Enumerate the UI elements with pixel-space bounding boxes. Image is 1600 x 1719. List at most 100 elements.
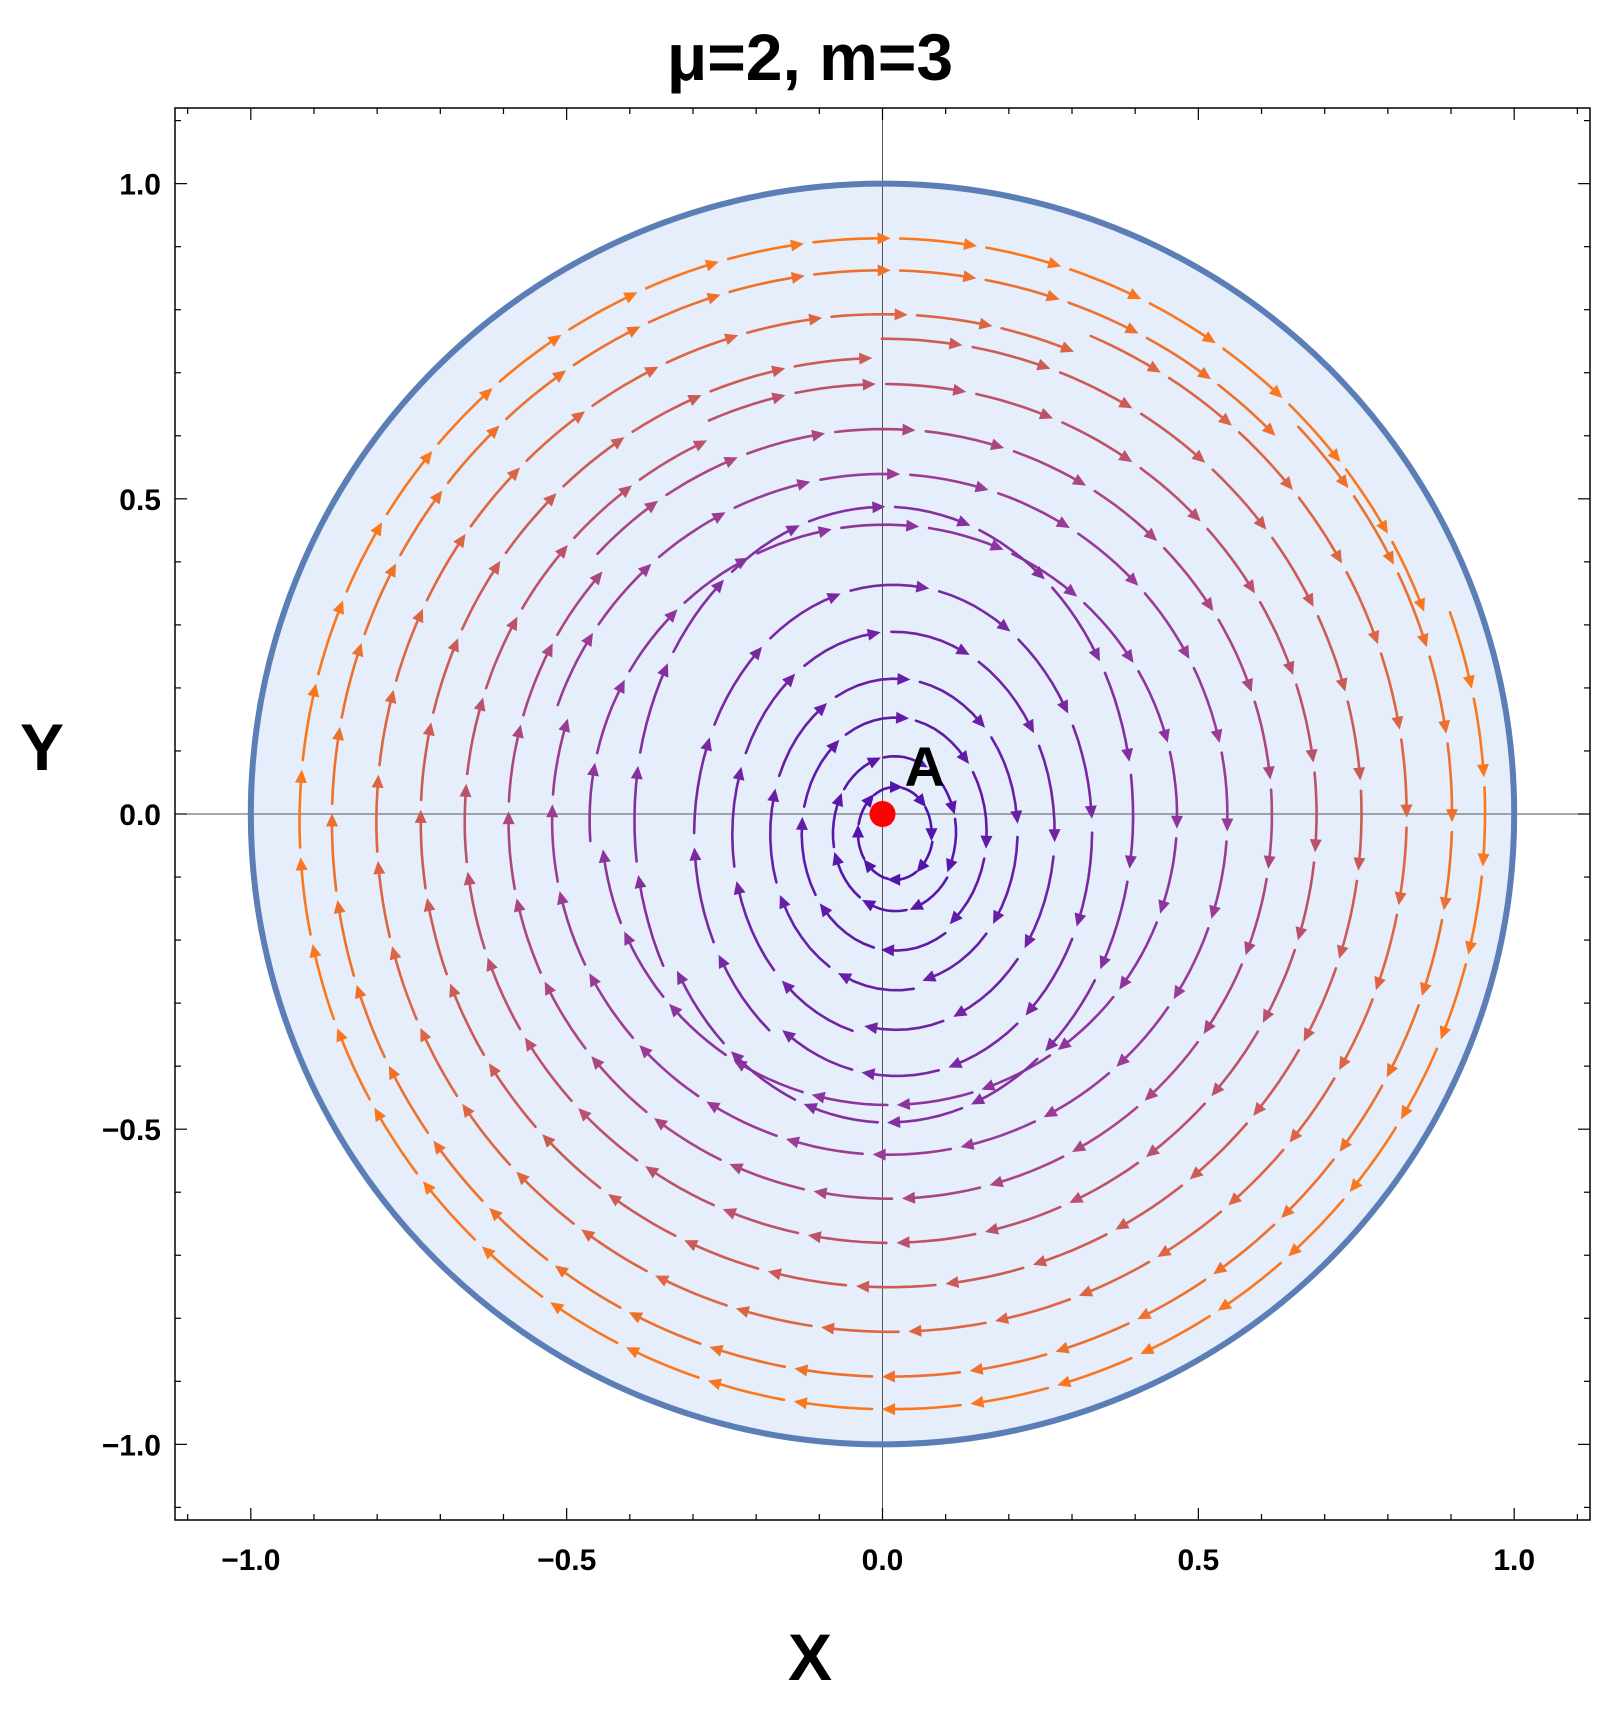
streamline-arrow: [1241, 677, 1253, 693]
streamline-segment: [419, 726, 432, 802]
streamline-segment: [784, 983, 854, 1033]
streamline-arrow: [901, 1191, 916, 1204]
streamline-arrow: [969, 1362, 984, 1375]
streamline-segment: [819, 472, 896, 481]
streamline-arrow: [692, 440, 708, 452]
streamline-arrow: [644, 366, 659, 379]
streamline-segment: [1441, 963, 1468, 1036]
streamline-segment: [1472, 697, 1485, 773]
streamline: [546, 467, 1234, 1161]
streamline-arrow: [993, 909, 1005, 925]
streamline-segment: [1216, 1223, 1276, 1273]
streamline-segment: [1093, 489, 1154, 539]
streamline-arrow: [733, 881, 746, 896]
streamline-segment: [588, 767, 596, 843]
streamline-segment: [769, 594, 837, 640]
streamline-arrow: [861, 1068, 876, 1081]
streamline-arrow: [1465, 940, 1477, 955]
streamline-arrow: [948, 337, 963, 350]
streamline-arrow: [974, 480, 989, 493]
streamline-segment: [1231, 1148, 1285, 1203]
streamline-segment: [1017, 638, 1067, 710]
streamline-arrow: [767, 1268, 782, 1281]
streamline-segment: [746, 433, 821, 455]
streamline-segment: [825, 1326, 900, 1334]
streamline: [459, 378, 1322, 1249]
streamline-arrow: [1281, 1204, 1295, 1219]
streamline-segment: [720, 958, 771, 1032]
streamline-arrow: [1382, 550, 1394, 565]
y-tick-label: 0.5: [119, 484, 161, 517]
streamline-segment: [1026, 855, 1055, 945]
streamline-segment: [794, 383, 872, 395]
streamline-arrow: [1282, 660, 1295, 675]
streamline-segment: [659, 1276, 728, 1307]
streamline-arrow: [970, 1395, 985, 1408]
streamline-arrow: [866, 757, 881, 769]
streamline-segment: [1316, 614, 1345, 688]
streamline-segment: [1400, 738, 1408, 813]
streamline-arrow: [374, 1107, 387, 1123]
streamline-segment: [1446, 742, 1454, 818]
streamline-segment: [1339, 879, 1359, 955]
streamline-arrow: [795, 816, 808, 831]
streamline-arrow: [1253, 1101, 1267, 1116]
y-axis-title: Y: [20, 710, 64, 784]
streamline-arrow: [1191, 449, 1206, 463]
streamline-segment: [1139, 466, 1198, 519]
streamline-arrow: [502, 811, 515, 825]
streamline-arrow: [782, 1030, 797, 1043]
streamline-arrow: [1213, 1261, 1228, 1275]
streamline-segment: [886, 1371, 962, 1378]
streamline-segment: [301, 688, 317, 762]
streamline-segment: [1396, 572, 1427, 643]
streamline-segment: [1139, 412, 1202, 461]
streamline-arrow: [881, 944, 895, 957]
streamline-arrow: [557, 891, 569, 906]
streamline-segment: [505, 372, 563, 421]
streamline-segment: [693, 852, 715, 944]
streamline-segment: [1291, 1077, 1336, 1140]
streamline-arrow: [1376, 519, 1388, 534]
streamline-arrow: [1074, 912, 1087, 927]
streamline-arrow: [771, 365, 786, 378]
streamline-segment: [726, 243, 800, 261]
streamline-segment: [834, 856, 861, 899]
streamline-arrow: [989, 438, 1005, 451]
streamline-arrow: [1043, 1105, 1059, 1118]
streamline-arrow: [989, 539, 1004, 551]
streamline-arrow: [309, 944, 322, 959]
y-tick-label: −0.5: [102, 1114, 161, 1147]
streamline-arrow: [706, 293, 721, 305]
critical-point-marker: [869, 801, 896, 827]
streamline-arrow: [1210, 728, 1223, 743]
streamline-segment: [834, 677, 906, 699]
streamline-arrow: [423, 898, 436, 912]
streamline-arrow: [639, 1045, 653, 1059]
streamline-arrow: [913, 793, 927, 808]
streamline-segment: [647, 295, 717, 324]
streamline-arrow: [669, 1003, 683, 1018]
streamline-arrow: [591, 1056, 605, 1070]
streamline-arrow: [1137, 1307, 1152, 1320]
streamline-segment: [1058, 371, 1129, 407]
streamline-arrow: [664, 609, 678, 623]
streamline-arrow: [1116, 1053, 1130, 1067]
streamline-arrow: [811, 1091, 826, 1104]
streamline-segment: [1037, 1233, 1108, 1265]
streamline-arrow: [1242, 579, 1255, 594]
streamline-segment: [376, 1111, 419, 1175]
streamline-arrow: [922, 970, 937, 982]
streamline-arrow: [984, 1222, 1000, 1235]
streamline-arrow: [624, 931, 636, 946]
streamline-segment: [1083, 601, 1132, 660]
streamline-arrow: [1071, 473, 1087, 486]
streamline-segment: [671, 1007, 727, 1057]
streamline-segment: [1220, 751, 1229, 827]
streamline-segment: [1141, 1278, 1207, 1318]
streamline-segment: [1295, 683, 1314, 758]
streamline-segment: [1061, 421, 1129, 461]
streamline-segment: [906, 1186, 982, 1200]
streamline-segment: [345, 526, 381, 593]
streamline-segment: [638, 441, 703, 481]
